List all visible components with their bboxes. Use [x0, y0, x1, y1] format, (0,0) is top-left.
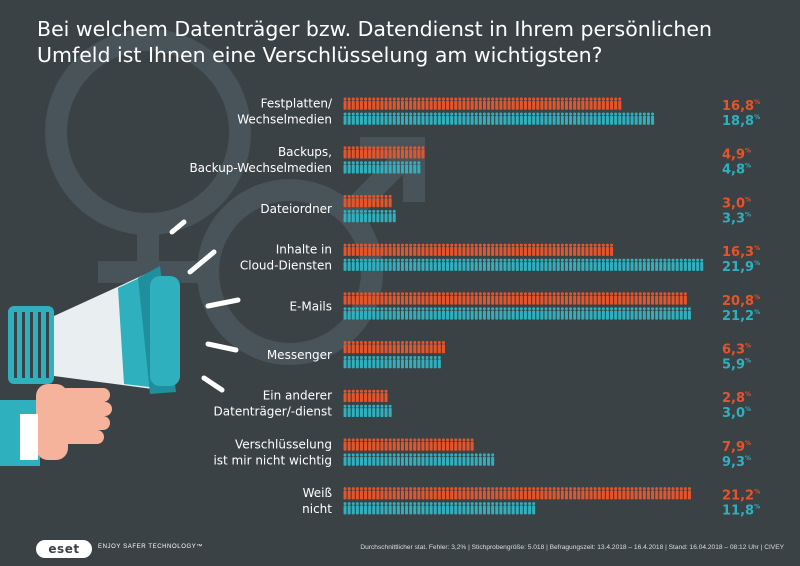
bar-teal: [343, 502, 536, 515]
value-label: 4,8%: [722, 163, 751, 178]
footer: eset ENJOY SAFER TECHNOLOGY™ Durchschnit…: [0, 536, 800, 566]
value-label: 16,3%: [722, 245, 760, 260]
value-label: 21,2%: [722, 309, 760, 324]
value-label: 3,0%: [722, 406, 751, 421]
bar-teal: [343, 307, 691, 320]
value-label: 3,0%: [722, 196, 751, 211]
value-labels: 16,8%18,8%4,9%4,8%3,0%3,3%16,3%21,9%20,8…: [722, 99, 760, 519]
bar-orange: [343, 389, 388, 402]
category-label: Inhalte in Cloud-Diensten: [240, 243, 332, 273]
category-label: Verschlüsselung ist mir nicht wichtig: [213, 437, 332, 467]
bar-teal: [343, 258, 704, 271]
value-label: 2,8%: [722, 391, 751, 406]
value-label: 11,8%: [722, 504, 760, 519]
bar-orange: [343, 146, 425, 159]
bar-orange: [343, 341, 445, 354]
value-label: 7,9%: [722, 440, 751, 455]
bar-teal: [343, 404, 392, 417]
page-title: Bei welchem Datenträger bzw. Datendienst…: [37, 17, 712, 67]
value-label: 5,9%: [722, 358, 751, 373]
category-label: Messenger: [267, 348, 332, 362]
sound-waves-icon: [169, 219, 241, 393]
bar-orange: [343, 243, 614, 256]
category-label: Backups, Backup-Wechselmedien: [189, 145, 332, 175]
bar-orange: [343, 438, 474, 451]
value-label: 6,3%: [722, 343, 751, 358]
bar-orange: [343, 97, 622, 110]
category-label: E-Mails: [289, 299, 332, 313]
value-label: 21,2%: [722, 489, 760, 504]
value-label: 3,3%: [722, 211, 751, 226]
eset-logo: eset: [36, 540, 92, 558]
value-label: 4,9%: [722, 148, 751, 163]
bar-teal: [343, 112, 655, 125]
footnote: Durchschnittlicher stat. Fehler: 3,2% | …: [360, 544, 784, 551]
category-label: Festplatten/Wechselmedien: [237, 97, 333, 127]
bar-teal: [343, 356, 441, 369]
bar-orange: [343, 487, 691, 500]
bars: [343, 97, 704, 515]
category-label: Ein anderer Datenträger/-dienst: [214, 389, 333, 419]
bar-orange: [343, 194, 392, 208]
category-labels: Festplatten/Wechselmedien Backups, Backup-…: [189, 97, 333, 517]
tagline: ENJOY SAFER TECHNOLOGY™: [98, 544, 203, 550]
category-label: Weiß nicht: [302, 486, 332, 516]
value-label: 9,3%: [722, 455, 751, 470]
bar-orange: [343, 292, 687, 305]
value-label: 20,8%: [722, 294, 760, 309]
hand-icon: [20, 384, 112, 460]
bar-teal: [343, 453, 495, 466]
value-label: 18,8%: [722, 114, 760, 129]
bar-teal: [343, 161, 421, 174]
category-label: Dateiordner: [260, 202, 332, 216]
value-label: 16,8%: [722, 99, 760, 114]
value-label: 21,9%: [722, 260, 760, 275]
bar-teal: [343, 209, 396, 223]
